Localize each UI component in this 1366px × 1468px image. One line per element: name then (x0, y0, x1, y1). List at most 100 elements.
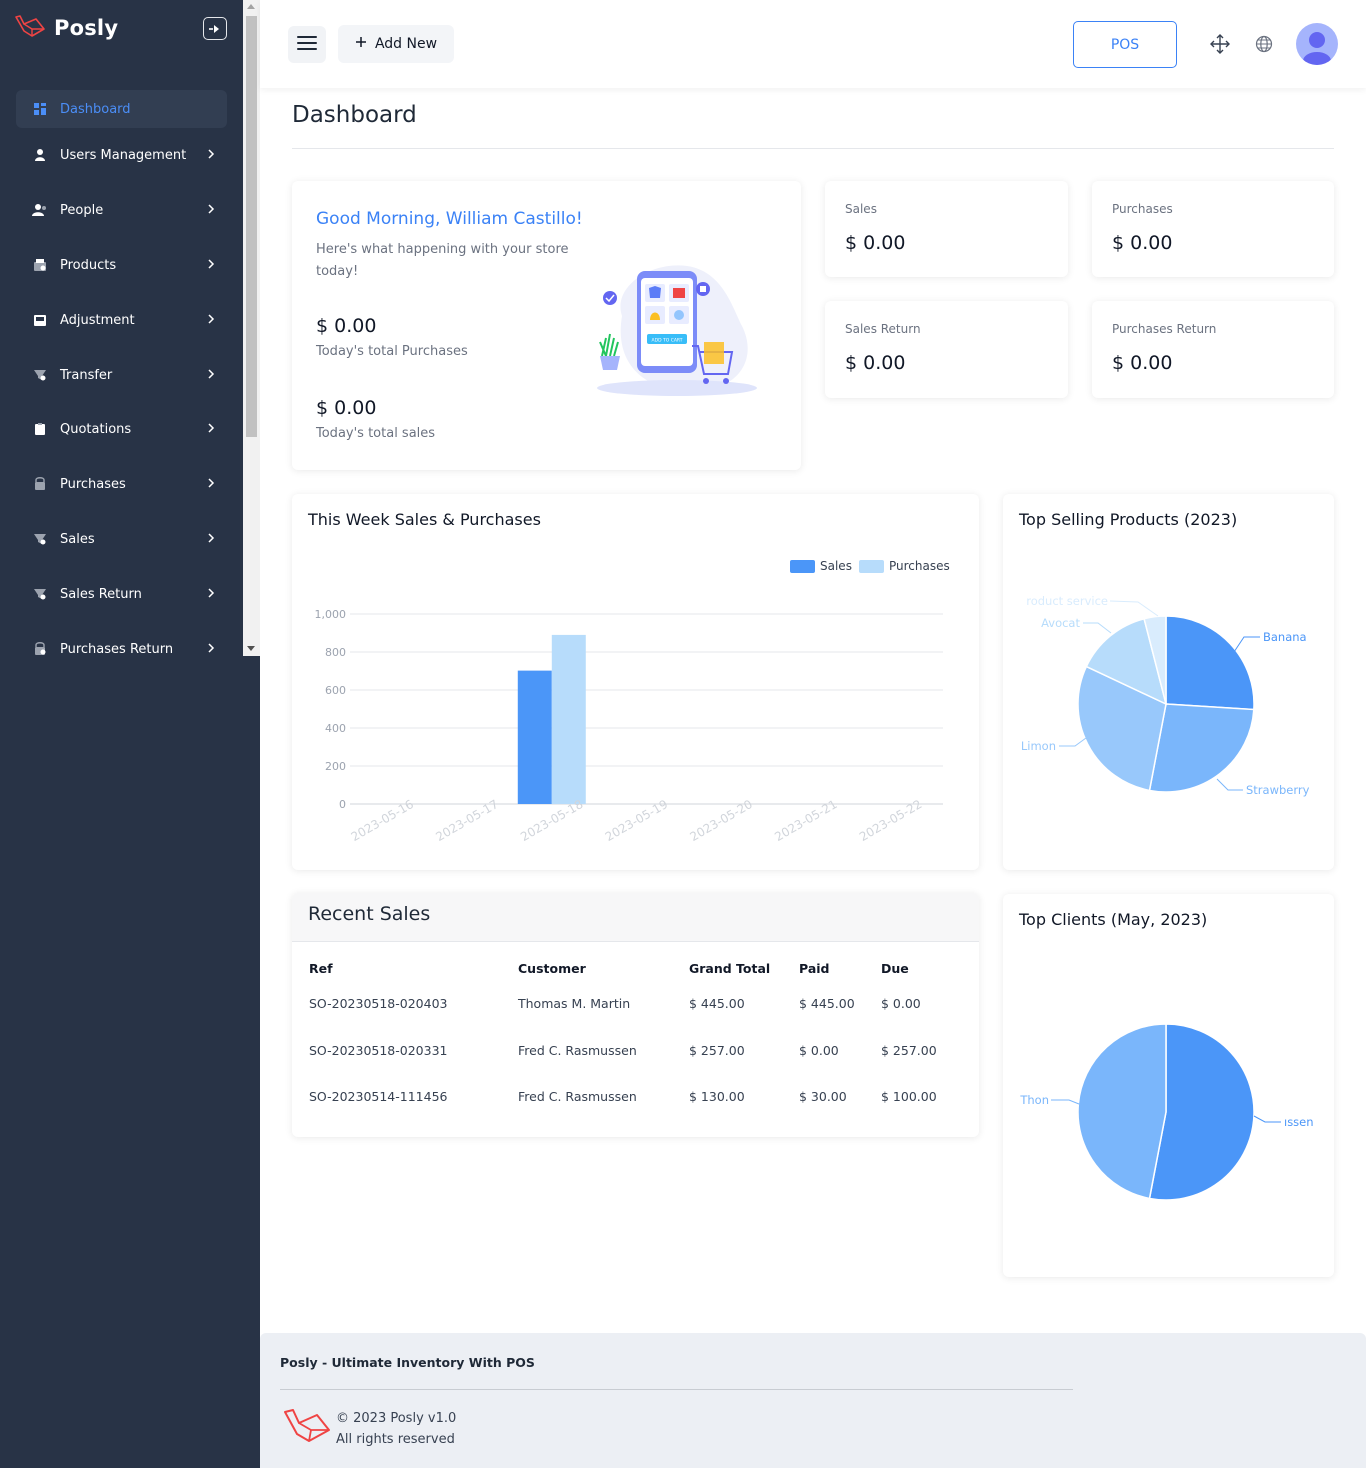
column-header-grand-total[interactable]: Grand Total (689, 961, 771, 976)
greeting-subtitle: Here's what happening with your store to… (316, 242, 569, 279)
today-purchases-label: Today's total Purchases (316, 344, 468, 359)
pie-label-leader (1233, 636, 1260, 653)
brand[interactable]: Posly (14, 14, 118, 42)
pie-label-leader (1051, 1099, 1080, 1105)
chevron-right-icon (207, 258, 227, 272)
bar-purchases-2023-05-18[interactable] (551, 634, 586, 804)
transfer-icon (32, 367, 48, 383)
globe-language-icon[interactable] (1254, 34, 1274, 54)
menu-toggle-button[interactable] (288, 26, 326, 63)
y-tick-label: 600 (325, 684, 346, 697)
legend-label-purchases[interactable]: Purchases (889, 559, 950, 573)
pie-label-leader (1083, 622, 1112, 634)
top-products-pie-chart: roduct service Avocat Banana Limon Strawberr… (1021, 594, 1310, 797)
sidebar-item-label: Sales Return (60, 586, 142, 602)
table-cell-customer: Fred C. Rasmussen (518, 1089, 637, 1104)
bar-sales-2023-05-18[interactable] (517, 670, 552, 804)
legend-swatch-sales[interactable] (790, 560, 815, 573)
chevron-right-icon (207, 203, 227, 217)
scrollbar-thumb[interactable] (246, 16, 257, 437)
table-cell-due: $ 257.00 (881, 1043, 937, 1058)
sidebar-item-purchases-return[interactable]: Purchases Return (16, 630, 227, 668)
sidebar-item-sales-return[interactable]: Sales Return (16, 575, 227, 613)
sidebar-collapse-button[interactable] (203, 17, 227, 40)
adjustment-icon (32, 312, 48, 328)
column-header-due[interactable]: Due (881, 961, 909, 976)
sidebar-item-adjustment[interactable]: Adjustment (16, 301, 227, 339)
sidebar-scroll-area: Posly Dashboard Users Management People Pro… (0, 0, 243, 657)
pie-slice-avocat[interactable] (1085, 617, 1168, 706)
pie-label: Banana (1263, 630, 1307, 644)
rights-text: All rights reserved (336, 1432, 455, 1447)
scroll-up-arrow-icon[interactable] (247, 4, 255, 9)
chevron-right-icon (207, 477, 227, 491)
chevron-right-icon (207, 313, 227, 327)
sidebar-scrollbar[interactable] (243, 0, 260, 656)
y-tick-label: 1,000 (315, 608, 347, 621)
brand-name: Posly (54, 16, 119, 40)
legend-label-sales[interactable]: Sales (820, 559, 852, 573)
pie-slice-banana[interactable] (1165, 615, 1255, 711)
table-cell-ref[interactable]: SO-20230518-020331 (309, 1043, 448, 1058)
page-title: Dashboard (292, 102, 417, 128)
copyright-text: © 2023 Posly v1.0 (336, 1411, 457, 1426)
top-clients-title: Top Clients (May, 2023) (1019, 910, 1208, 929)
laravel-logo-icon (14, 14, 46, 42)
table-cell-customer: Fred C. Rasmussen (518, 1043, 637, 1058)
pie-label: roduct service (1026, 594, 1108, 608)
purchases-return-stat-label: Purchases Return (1112, 322, 1217, 336)
sidebar-item-sales[interactable]: Sales (16, 520, 227, 558)
sidebar-item-label: Users Management (60, 147, 187, 163)
purchases-stat-label: Purchases (1112, 202, 1173, 216)
pie-label: Thon (1019, 1093, 1049, 1107)
column-header-customer[interactable]: Customer (518, 961, 586, 976)
y-tick-label: 200 (325, 760, 346, 773)
scroll-down-arrow-icon[interactable] (247, 646, 255, 651)
table-cell-ref[interactable]: SO-20230518-020403 (309, 996, 448, 1011)
sidebar-item-users-management[interactable]: Users Management (16, 136, 227, 174)
pie-label: Limon (1021, 739, 1056, 753)
table-cell-due: $ 0.00 (881, 996, 921, 1011)
purchases-stat-card: Purchases $ 0.00 (1092, 181, 1334, 277)
table-cell-ref[interactable]: SO-20230514-111456 (309, 1089, 448, 1104)
sidebar-item-quotations[interactable]: Quotations (16, 410, 227, 448)
column-header-paid[interactable]: Paid (799, 961, 830, 976)
sidebar-item-purchases[interactable]: Purchases (16, 465, 227, 503)
sidebar-item-products[interactable]: Products (16, 246, 227, 284)
today-purchases-amount: $ 0.00 (316, 315, 377, 337)
pie-slice-strawberry[interactable] (1148, 703, 1255, 793)
recent-sales-title: Recent Sales (308, 903, 431, 925)
top-header: Add New POS (260, 0, 1366, 88)
pie-label: ıssen (1284, 1115, 1314, 1129)
purchases-icon (32, 476, 48, 492)
hamburger-icon (297, 35, 317, 55)
table-cell-paid: $ 0.00 (799, 1043, 839, 1058)
title-divider (292, 148, 1334, 149)
sidebar-item-label: Purchases (60, 476, 126, 492)
chevron-right-icon (207, 642, 227, 656)
user-avatar[interactable] (1296, 23, 1338, 65)
pie-label-leader (1253, 1115, 1281, 1123)
sidebar: Posly Dashboard Users Management People Pro… (0, 0, 260, 1468)
weekly-chart-title: This Week Sales & Purchases (308, 510, 541, 529)
dashboard-icon (32, 101, 48, 117)
footer: Posly - Ultimate Inventory With POS © 20… (260, 1333, 1366, 1468)
sidebar-item-transfer[interactable]: Transfer (16, 356, 227, 394)
pie-label: Avocat (1041, 616, 1080, 630)
arrow-right-icon (208, 19, 222, 38)
pie-slice-limon[interactable] (1077, 665, 1167, 792)
pos-button[interactable]: POS (1073, 21, 1177, 68)
table-cell-paid: $ 445.00 (799, 996, 855, 1011)
chevron-right-icon (207, 148, 227, 162)
pie-slice-thomas-m-martin[interactable] (1148, 1023, 1255, 1201)
sidebar-item-dashboard[interactable]: Dashboard (16, 90, 227, 128)
sales-stat-label: Sales (845, 202, 877, 216)
add-new-button[interactable]: Add New (338, 25, 454, 63)
pie-slice-product-service[interactable] (1143, 615, 1167, 705)
legend-swatch-purchases[interactable] (859, 560, 884, 573)
sidebar-item-label: Sales (60, 531, 95, 547)
fullscreen-move-icon[interactable] (1210, 34, 1230, 54)
sidebar-item-people[interactable]: People (16, 191, 227, 229)
column-header-ref[interactable]: Ref (309, 961, 333, 976)
pie-slice-fred-c-rasmussen[interactable] (1077, 1023, 1167, 1200)
